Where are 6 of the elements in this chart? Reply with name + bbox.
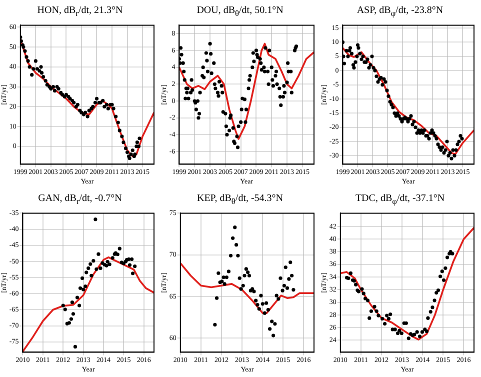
chart-title: DOU, dB$_{θ}$/dt, 50.1°N — [196, 4, 284, 20]
chart-title: TDC, dB$_{φ}$/dt, -37.1°N — [354, 192, 446, 208]
chart-title: GAN, dB$_{r}$/dt, -0.7°N — [37, 192, 123, 208]
chart-title: HON, dB$_{r}$/dt, 21.3°N — [36, 4, 124, 20]
chart-title: ASP, dB$_{φ}$/dt, -23.8°N — [356, 4, 444, 20]
chart-title: KEP, dB$_{θ}$/dt, -54.3°N — [196, 192, 284, 208]
